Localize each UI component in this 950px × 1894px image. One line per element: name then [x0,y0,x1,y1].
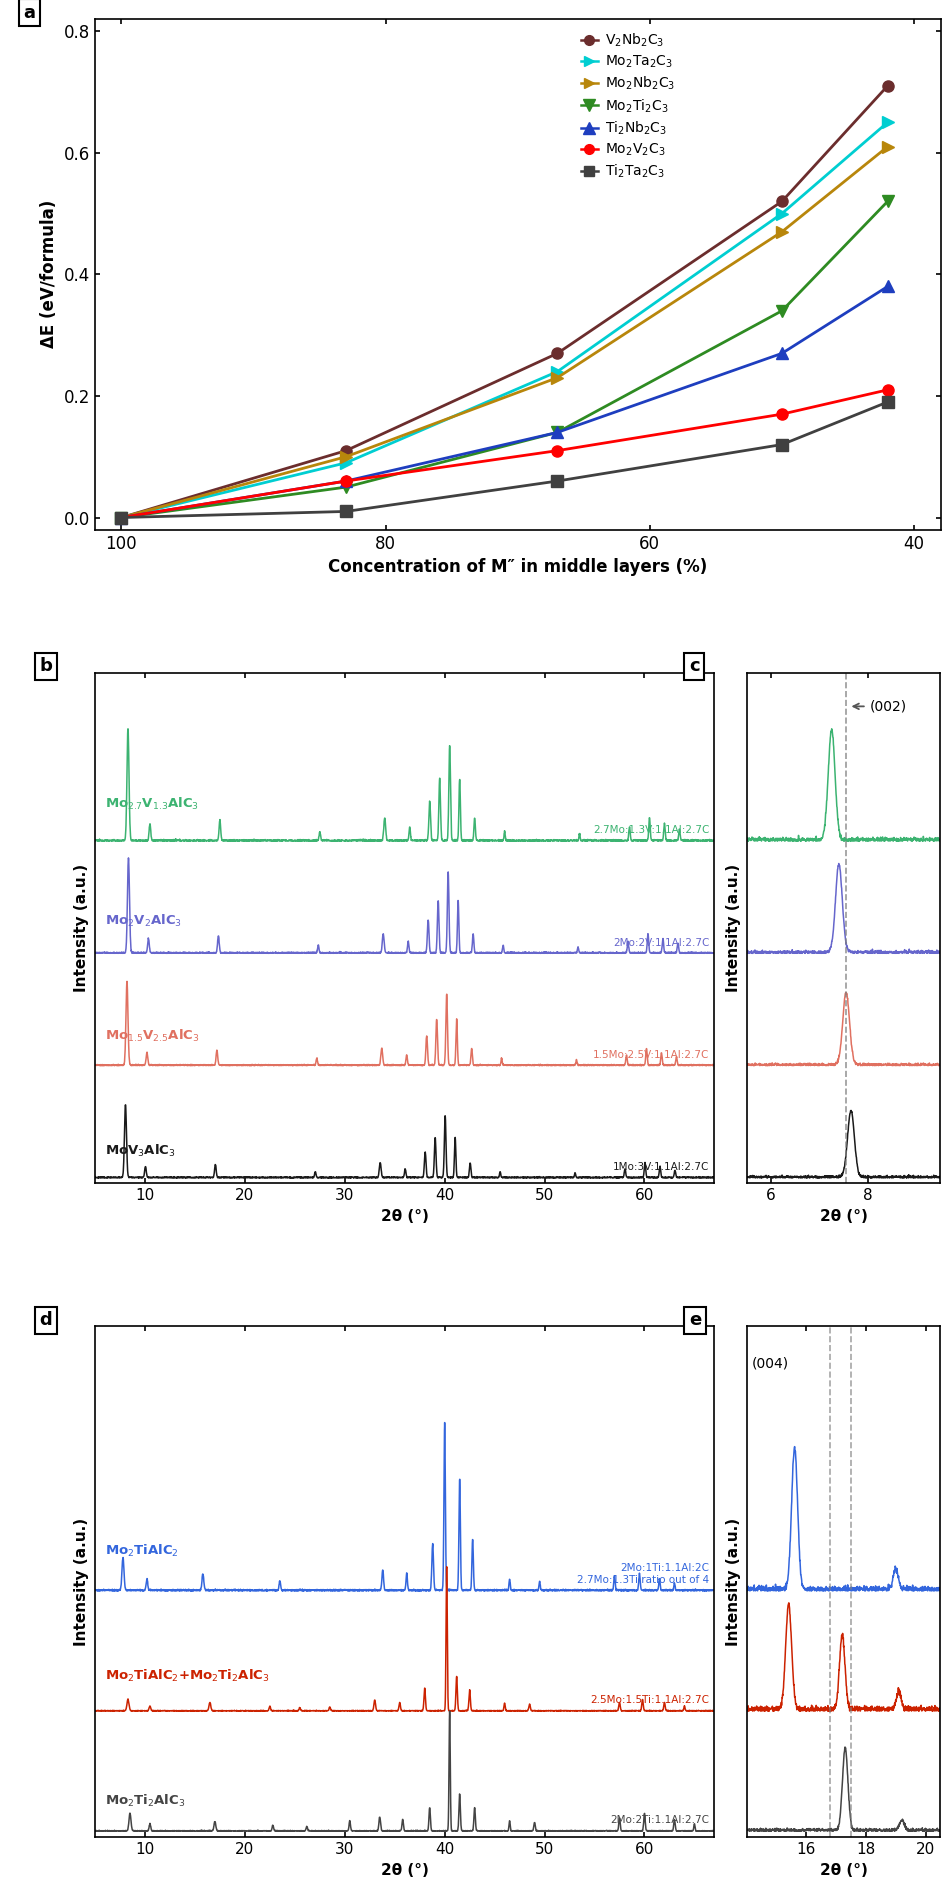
Ti$_2$Ta$_2$C$_3$ [340,500,352,523]
Text: d: d [39,1311,52,1330]
V$_2$Nb$_2$C$_3$ [116,506,127,528]
Mo$_2$Nb$_2$C$_3$ [552,366,563,388]
Mo$_2$Nb$_2$C$_3$ [340,445,352,468]
Y-axis label: Intensity (a.u.): Intensity (a.u.) [74,1517,89,1646]
Mo$_2$Nb$_2$C$_3$ [776,220,788,242]
Text: 2.5Mo:1.5Ti:1.1Al:2.7C: 2.5Mo:1.5Ti:1.1Al:2.7C [590,1695,710,1705]
Text: 2Mo:2Ti:1.1Al:2.7C: 2Mo:2Ti:1.1Al:2.7C [611,1814,710,1826]
Mo$_2$Ti$_2$C$_3$ [340,475,352,498]
Mo$_2$Ta$_2$C$_3$ [882,112,893,134]
Mo$_2$Ta$_2$C$_3$ [552,360,563,383]
Line: Ti$_2$Ta$_2$C$_3$: Ti$_2$Ta$_2$C$_3$ [116,396,893,523]
Mo$_2$Ta$_2$C$_3$ [116,506,127,528]
Text: Mo$_2$Ti$_2$AlC$_3$: Mo$_2$Ti$_2$AlC$_3$ [105,1794,185,1809]
Mo$_2$Ti$_2$C$_3$ [552,420,563,443]
Ti$_2$Nb$_2$C$_3$ [340,470,352,492]
Line: Mo$_2$Ti$_2$C$_3$: Mo$_2$Ti$_2$C$_3$ [115,195,894,525]
X-axis label: 2θ (°): 2θ (°) [820,1862,867,1877]
Line: V$_2$Nb$_2$C$_3$: V$_2$Nb$_2$C$_3$ [116,80,893,523]
Mo$_2$Ti$_2$C$_3$ [776,299,788,322]
Y-axis label: ΔE (eV/formula): ΔE (eV/formula) [40,201,58,348]
V$_2$Nb$_2$C$_3$ [776,189,788,212]
Text: 1Mo:3V:1.1Al:2.7C: 1Mo:3V:1.1Al:2.7C [613,1163,710,1172]
Text: (002): (002) [853,699,906,714]
Text: Mo$_2$TiAlC$_2$+Mo$_2$Ti$_2$AlC$_3$: Mo$_2$TiAlC$_2$+Mo$_2$Ti$_2$AlC$_3$ [105,1669,270,1684]
Text: Mo$_2$V$_2$AlC$_3$: Mo$_2$V$_2$AlC$_3$ [105,913,182,928]
Y-axis label: Intensity (a.u.): Intensity (a.u.) [74,864,89,992]
Text: 2.7Mo:1.3V:1.1Al:2.7C: 2.7Mo:1.3V:1.1Al:2.7C [593,826,710,835]
Legend: V$_2$Nb$_2$C$_3$, Mo$_2$Ta$_2$C$_3$, Mo$_2$Nb$_2$C$_3$, Mo$_2$Ti$_2$C$_3$, Ti$_2: V$_2$Nb$_2$C$_3$, Mo$_2$Ta$_2$C$_3$, Mo$… [576,27,680,186]
X-axis label: 2θ (°): 2θ (°) [820,1208,867,1224]
Text: 2Mo:2V:1.1Al:2.7C: 2Mo:2V:1.1Al:2.7C [613,938,710,947]
X-axis label: 2θ (°): 2θ (°) [381,1862,428,1877]
Text: e: e [689,1311,701,1330]
Mo$_2$Ta$_2$C$_3$ [776,203,788,225]
Mo$_2$V$_2$C$_3$ [116,506,127,528]
Line: Mo$_2$Nb$_2$C$_3$: Mo$_2$Nb$_2$C$_3$ [116,140,893,523]
Text: (004): (004) [751,1356,788,1371]
Text: Mo$_{2.7}$V$_{1.3}$AlC$_3$: Mo$_{2.7}$V$_{1.3}$AlC$_3$ [105,795,200,813]
Line: Mo$_2$Ta$_2$C$_3$: Mo$_2$Ta$_2$C$_3$ [116,117,893,523]
Ti$_2$Ta$_2$C$_3$ [882,390,893,413]
Ti$_2$Ta$_2$C$_3$ [552,470,563,492]
Text: Mo$_2$TiAlC$_2$: Mo$_2$TiAlC$_2$ [105,1544,179,1559]
Line: Mo$_2$V$_2$C$_3$: Mo$_2$V$_2$C$_3$ [116,384,893,523]
Ti$_2$Ta$_2$C$_3$ [776,434,788,456]
Ti$_2$Nb$_2$C$_3$ [116,506,127,528]
Mo$_2$Ta$_2$C$_3$ [340,451,352,474]
X-axis label: 2θ (°): 2θ (°) [381,1208,428,1224]
Mo$_2$V$_2$C$_3$ [776,403,788,426]
Mo$_2$Ti$_2$C$_3$ [882,189,893,212]
Text: c: c [689,657,699,676]
Y-axis label: Intensity (a.u.): Intensity (a.u.) [727,864,741,992]
Mo$_2$Nb$_2$C$_3$ [116,506,127,528]
Text: b: b [39,657,52,676]
Mo$_2$Ti$_2$C$_3$ [116,506,127,528]
Text: a: a [23,4,35,21]
Line: Ti$_2$Nb$_2$C$_3$: Ti$_2$Nb$_2$C$_3$ [115,280,894,525]
V$_2$Nb$_2$C$_3$ [882,74,893,97]
V$_2$Nb$_2$C$_3$ [340,439,352,462]
V$_2$Nb$_2$C$_3$ [552,343,563,366]
Ti$_2$Nb$_2$C$_3$ [552,420,563,443]
Text: Mo$_{1.5}$V$_{2.5}$AlC$_3$: Mo$_{1.5}$V$_{2.5}$AlC$_3$ [105,1027,200,1044]
Ti$_2$Ta$_2$C$_3$ [116,506,127,528]
Mo$_2$V$_2$C$_3$ [882,379,893,402]
Y-axis label: Intensity (a.u.): Intensity (a.u.) [727,1517,741,1646]
Ti$_2$Nb$_2$C$_3$ [882,275,893,297]
Mo$_2$Nb$_2$C$_3$ [882,134,893,157]
Ti$_2$Nb$_2$C$_3$ [776,343,788,366]
Text: MoV$_3$AlC$_3$: MoV$_3$AlC$_3$ [105,1142,176,1159]
X-axis label: Concentration of M″ in middle layers (%): Concentration of M″ in middle layers (%) [328,559,708,576]
Mo$_2$V$_2$C$_3$ [340,470,352,492]
Text: 2Mo:1Ti:1.1Al:2C
2.7Mo:1.3Ti ratio out of 4: 2Mo:1Ti:1.1Al:2C 2.7Mo:1.3Ti ratio out o… [578,1563,710,1585]
Mo$_2$V$_2$C$_3$ [552,439,563,462]
Text: 1.5Mo:2.5V:1.1Al:2.7C: 1.5Mo:2.5V:1.1Al:2.7C [593,1049,710,1061]
